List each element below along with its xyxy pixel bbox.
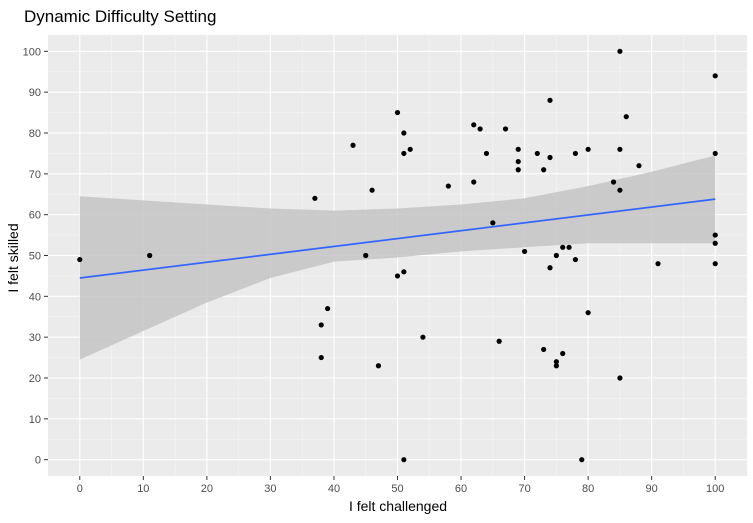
fit-line-layer xyxy=(79,198,716,279)
y-tick-label: 90 xyxy=(29,87,41,99)
data-point xyxy=(610,179,617,185)
data-point xyxy=(515,167,521,173)
y-tick-label: 20 xyxy=(29,373,41,385)
data-point xyxy=(394,109,401,116)
data-point xyxy=(553,359,559,365)
x-tick-label: 50 xyxy=(391,483,403,495)
confidence-band-layer xyxy=(79,155,716,360)
data-point xyxy=(617,375,623,381)
data-point xyxy=(617,187,623,193)
chart-title: Dynamic Difficulty Setting xyxy=(24,7,216,26)
data-point xyxy=(636,163,642,169)
data-point xyxy=(712,261,718,267)
data-point xyxy=(572,150,579,157)
y-tick-label: 30 xyxy=(29,332,41,344)
data-point xyxy=(655,261,661,267)
data-point xyxy=(363,252,369,259)
data-point xyxy=(471,122,477,128)
data-point xyxy=(585,146,591,152)
data-point xyxy=(496,338,502,344)
x-tick-label: 40 xyxy=(328,483,340,495)
data-point xyxy=(553,252,559,259)
y-tick-label: 60 xyxy=(29,210,41,222)
data-point xyxy=(585,310,591,316)
data-point xyxy=(77,256,83,263)
data-point xyxy=(502,126,509,132)
y-tick-label: 10 xyxy=(29,414,41,426)
data-point xyxy=(547,154,553,161)
data-point xyxy=(521,248,528,255)
data-point xyxy=(147,252,153,259)
data-point xyxy=(407,146,413,152)
data-point xyxy=(515,158,521,165)
regression-line xyxy=(79,198,716,279)
data-point xyxy=(547,97,553,103)
y-tick-label: 80 xyxy=(29,128,41,140)
data-point xyxy=(401,457,407,463)
data-point xyxy=(560,350,566,357)
data-point xyxy=(534,150,540,157)
data-point xyxy=(572,256,579,263)
data-point xyxy=(483,150,490,157)
x-tick-label: 10 xyxy=(137,483,149,495)
data-point xyxy=(712,232,718,238)
data-point xyxy=(325,305,331,312)
data-point xyxy=(712,240,718,246)
x-tick-label: 0 xyxy=(77,483,83,495)
data-point xyxy=(490,220,496,226)
y-tick-label: 70 xyxy=(29,169,41,181)
y-tick-label: 0 xyxy=(35,455,41,467)
x-tick-label: 60 xyxy=(455,483,467,495)
data-point xyxy=(394,273,401,279)
data-point xyxy=(617,146,623,152)
data-point xyxy=(401,269,407,275)
y-tick-label: 40 xyxy=(29,291,41,303)
data-point xyxy=(712,150,718,157)
y-axis-title: I felt skilled xyxy=(5,223,21,292)
confidence-band xyxy=(79,155,716,360)
data-point xyxy=(712,73,718,79)
data-point xyxy=(477,126,483,132)
axes-layer: 0 10 20 30 40 50 60 70 80 90 100 0 10 20 30 40 50 60 70 80 9… xyxy=(23,46,725,495)
data-point xyxy=(445,183,451,189)
x-tick-label: 30 xyxy=(264,483,276,495)
data-point xyxy=(553,363,559,369)
data-point xyxy=(547,265,553,271)
y-tick-label: 50 xyxy=(29,251,41,263)
points-layer xyxy=(77,48,718,463)
x-axis-title: I felt challenged xyxy=(349,498,447,514)
data-point xyxy=(566,244,572,250)
data-point xyxy=(420,334,426,340)
data-point xyxy=(401,150,407,157)
data-point xyxy=(541,346,547,353)
x-tick-label: 100 xyxy=(706,483,724,495)
data-point xyxy=(318,322,324,328)
data-point xyxy=(617,48,623,54)
data-point xyxy=(369,187,375,193)
data-point xyxy=(318,354,324,361)
x-tick-label: 90 xyxy=(646,483,658,495)
data-point xyxy=(623,114,629,120)
x-tick-label: 70 xyxy=(518,483,530,495)
data-point xyxy=(375,363,382,369)
x-tick-label: 80 xyxy=(582,483,594,495)
data-point xyxy=(312,195,318,201)
x-tick-label: 20 xyxy=(201,483,213,495)
data-point xyxy=(401,130,407,136)
data-point xyxy=(541,167,547,173)
data-point xyxy=(350,142,356,148)
data-point xyxy=(560,244,566,250)
data-point xyxy=(579,457,585,463)
y-tick-label: 100 xyxy=(23,46,41,58)
data-point xyxy=(471,179,477,185)
data-point xyxy=(515,146,521,152)
